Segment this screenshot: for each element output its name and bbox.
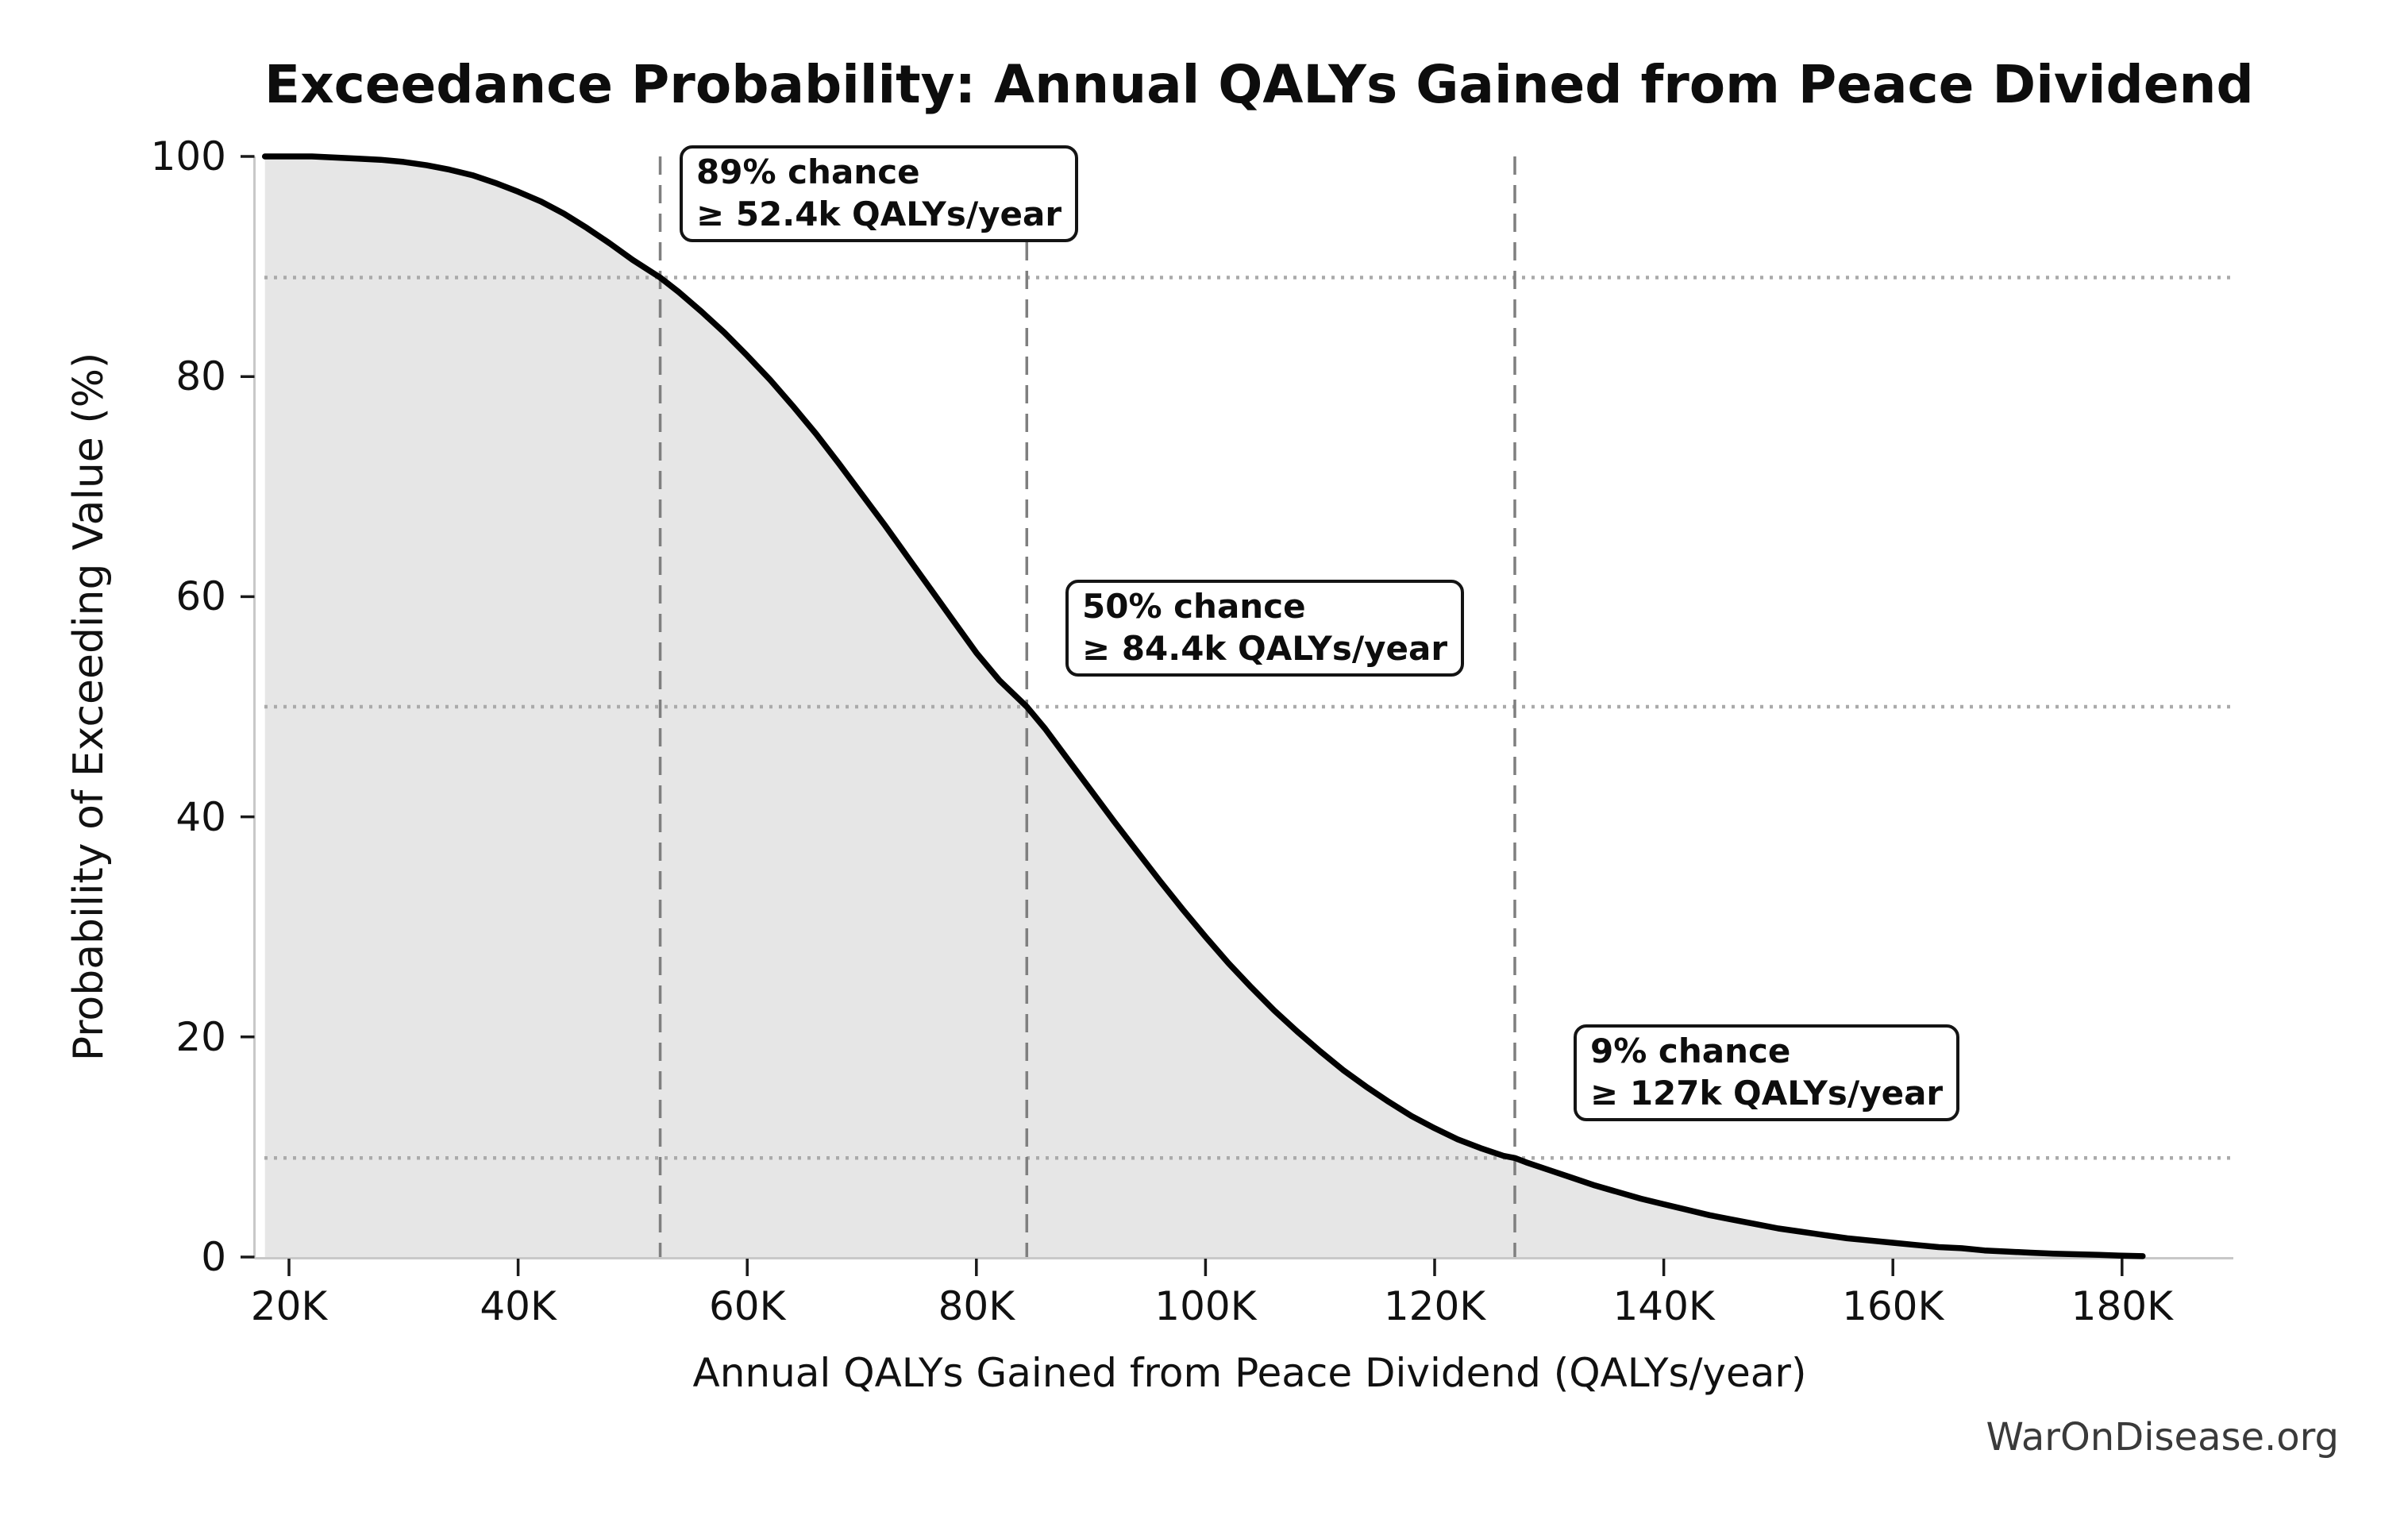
annotation-line2: ≥ 127k QALYs/year <box>1590 1074 1944 1113</box>
annotation-line1: 9% chance <box>1590 1032 1791 1070</box>
y-tick-label-0: 0 <box>201 1234 226 1280</box>
x-tick-label-140K: 140K <box>1612 1283 1715 1329</box>
y-axis-label: Probability of Exceeding Value (%) <box>65 352 113 1062</box>
y-tick-label-100: 100 <box>150 133 226 179</box>
y-tick-label-60: 60 <box>175 573 226 620</box>
area-fill <box>264 156 2143 1257</box>
x-tick-label-100K: 100K <box>1154 1283 1257 1329</box>
annotation-line1: 89% chance <box>696 152 920 191</box>
x-tick-label-20K: 20K <box>250 1283 328 1329</box>
x-tick-label-120K: 120K <box>1383 1283 1486 1329</box>
x-tick-label-40K: 40K <box>480 1283 557 1329</box>
y-tick-label-20: 20 <box>175 1013 226 1060</box>
exceedance-curve <box>261 153 2146 1259</box>
annotation-line2: ≥ 84.4k QALYs/year <box>1082 629 1448 668</box>
annotation-89-percent: 89% chance ≥ 52.4k QALYs/year <box>680 145 1079 242</box>
x-tick-label-80K: 80K <box>938 1283 1015 1329</box>
y-tick-label-40: 40 <box>175 793 226 840</box>
watermark: WarOnDisease.org <box>1986 1415 2339 1460</box>
chart-title: Exceedance Probability: Annual QALYs Gai… <box>264 54 2254 115</box>
annotation-line1: 50% chance <box>1082 587 1306 626</box>
annotation-50-percent: 50% chance ≥ 84.4k QALYs/year <box>1065 580 1465 677</box>
x-tick-label-60K: 60K <box>708 1283 786 1329</box>
annotation-9-percent: 9% chance ≥ 127k QALYs/year <box>1574 1024 1960 1121</box>
x-axis-label: Annual QALYs Gained from Peace Dividend … <box>692 1350 1807 1396</box>
annotation-line2: ≥ 52.4k QALYs/year <box>696 195 1062 233</box>
x-tick-label-180K: 180K <box>2071 1283 2173 1329</box>
x-tick-label-160K: 160K <box>1842 1283 1944 1329</box>
y-tick-label-80: 80 <box>175 353 226 400</box>
